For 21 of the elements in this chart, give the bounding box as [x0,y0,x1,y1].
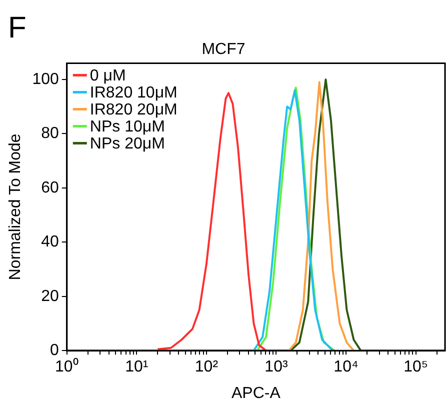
legend-label: 0 μM [90,68,126,85]
x-tick-label: 10¹ [125,358,148,376]
y-axis-title: Normalized To Mode [7,134,24,280]
x-tick-label: 10³ [264,358,288,376]
y-tick-label: 100 [32,70,59,88]
y-tick-label: 20 [41,288,59,305]
legend-label: IR820 20μM [90,102,178,119]
y-tick-label: 40 [41,234,59,251]
x-tick-label: 10⁰ [54,358,79,376]
x-tick-label: 10² [194,358,219,376]
y-tick-label: 80 [41,125,59,142]
chart-title: MCF7 [202,41,246,58]
legend-label: NPs 20μM [90,136,165,153]
legend-label: IR820 10μM [90,84,178,102]
x-tick-label: 10⁵ [404,358,428,376]
x-tick-label: 10⁴ [334,358,358,376]
y-tick-label: 60 [41,179,59,196]
legend-label: NPs 10μM [90,118,165,136]
y-tick-label: 0 [50,342,59,360]
text: F [8,11,26,44]
x-axis-title: APC-A [231,384,281,402]
